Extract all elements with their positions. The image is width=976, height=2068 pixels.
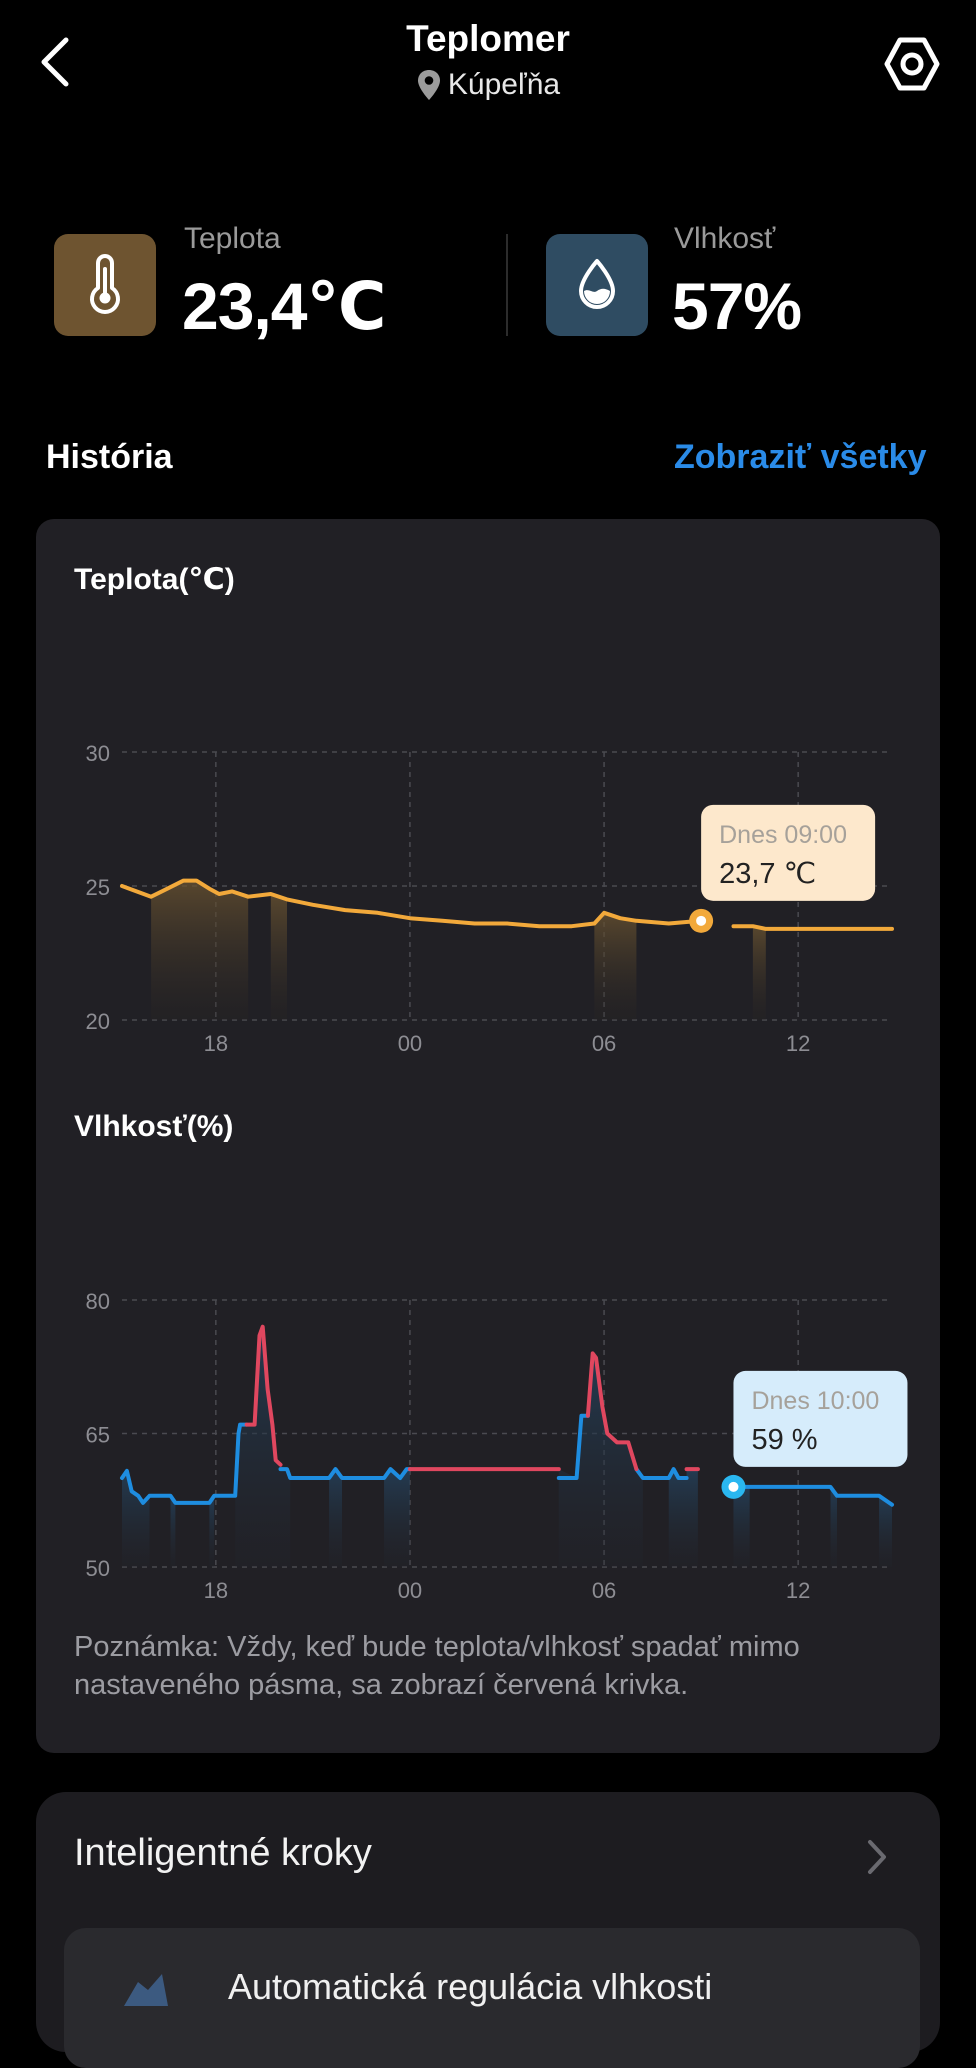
area-fill bbox=[752, 926, 766, 1020]
show-all-link[interactable]: Zobraziť všetky bbox=[674, 438, 927, 476]
chart-note: Poznámka: Vždy, keď bude teplota/vlhkosť… bbox=[74, 1631, 800, 1701]
area-fill bbox=[384, 1469, 410, 1567]
settings-button[interactable] bbox=[880, 32, 944, 96]
humidifier-icon bbox=[118, 1968, 178, 2013]
area-fill bbox=[879, 1495, 892, 1567]
smart-steps-title: Inteligentné kroky bbox=[74, 1832, 372, 1874]
y-tick-label: 20 bbox=[86, 1009, 110, 1034]
area-fill bbox=[329, 1469, 342, 1567]
history-charts: 30 25 20 18 00 06 12 Dnes 09:00 23,7 ℃ 80 65 50 18 0… bbox=[86, 741, 908, 1603]
area-fill bbox=[594, 912, 637, 1020]
series-line bbox=[585, 1351, 639, 1472]
y-tick-label: 80 bbox=[86, 1289, 110, 1314]
series-line bbox=[556, 1413, 590, 1480]
temperature-tile bbox=[54, 234, 156, 336]
x-tick-label: 06 bbox=[592, 1578, 616, 1603]
readings-divider bbox=[506, 234, 508, 336]
y-tick-label: 30 bbox=[86, 741, 110, 766]
area-fill bbox=[122, 1470, 150, 1567]
area-fill bbox=[270, 894, 287, 1020]
tooltip-box bbox=[733, 1370, 908, 1467]
location-pin-icon bbox=[417, 70, 440, 100]
series-line bbox=[278, 1467, 412, 1480]
room-location: Kúpeľňa bbox=[0, 68, 976, 102]
area-fill bbox=[668, 1469, 698, 1567]
humidity-tile bbox=[546, 234, 648, 336]
tooltip-marker-center bbox=[696, 915, 707, 926]
series-line bbox=[731, 924, 894, 931]
chevron-left-icon bbox=[41, 37, 69, 87]
x-tick-label: 06 bbox=[592, 1031, 616, 1056]
area-fill bbox=[151, 880, 249, 1020]
chevron-right-icon bbox=[862, 1834, 892, 1880]
area-fill bbox=[733, 1486, 750, 1567]
history-title: História bbox=[46, 438, 173, 476]
area-fill bbox=[170, 1495, 176, 1567]
area-fill bbox=[209, 1495, 215, 1567]
series-line bbox=[731, 1484, 894, 1507]
y-tick-label: 65 bbox=[86, 1423, 110, 1448]
room-name: Kúpeľňa bbox=[447, 68, 561, 101]
tooltip-value: 59 % bbox=[751, 1424, 817, 1456]
tooltip-marker-center bbox=[728, 1481, 739, 1492]
temperature-label: Teplota bbox=[184, 222, 281, 255]
x-tick-label: 18 bbox=[204, 1578, 228, 1603]
area-fill bbox=[235, 1326, 291, 1567]
humidity-chart: 80 65 50 18 00 06 12 Dnes 10:00 59 % bbox=[86, 1289, 908, 1603]
humidity-value: 57% bbox=[672, 269, 802, 343]
tooltip-time: Dnes 09:00 bbox=[719, 821, 847, 849]
water-drop-icon bbox=[579, 259, 615, 309]
tooltip-time: Dnes 10:00 bbox=[751, 1387, 879, 1415]
series-line bbox=[634, 1467, 689, 1480]
x-tick-label: 12 bbox=[786, 1031, 810, 1056]
series-line bbox=[120, 878, 704, 929]
y-tick-label: 25 bbox=[86, 875, 110, 900]
area-fill bbox=[558, 1353, 643, 1567]
settings-hexagon-icon bbox=[884, 37, 940, 91]
humidity-chart-title: Vlhkosť(%) bbox=[74, 1110, 234, 1143]
area-fill bbox=[830, 1486, 837, 1567]
history-card bbox=[36, 519, 940, 1753]
smart-step-item-label: Automatická regulácia vlhkosti bbox=[228, 1966, 713, 2007]
series-line bbox=[244, 1324, 283, 1467]
y-tick-label: 50 bbox=[86, 1556, 110, 1581]
temperature-chart-title: Teplota(℃) bbox=[74, 563, 235, 596]
series-line bbox=[120, 1422, 249, 1505]
x-tick-label: 00 bbox=[398, 1031, 422, 1056]
thermometer-icon bbox=[90, 254, 120, 314]
tooltip-value: 23,7 ℃ bbox=[719, 858, 816, 890]
temperature-chart: 30 25 20 18 00 06 12 Dnes 09:00 23,7 ℃ bbox=[86, 741, 894, 1056]
humidity-label: Vlhkosť bbox=[674, 222, 776, 255]
temperature-value: 23,4℃ bbox=[182, 269, 386, 343]
page-title: Teplomer bbox=[406, 18, 570, 59]
tooltip-box bbox=[701, 804, 876, 901]
x-tick-label: 18 bbox=[204, 1031, 228, 1056]
x-tick-label: 00 bbox=[398, 1578, 422, 1603]
back-button[interactable] bbox=[30, 28, 86, 92]
x-tick-label: 12 bbox=[786, 1578, 810, 1603]
